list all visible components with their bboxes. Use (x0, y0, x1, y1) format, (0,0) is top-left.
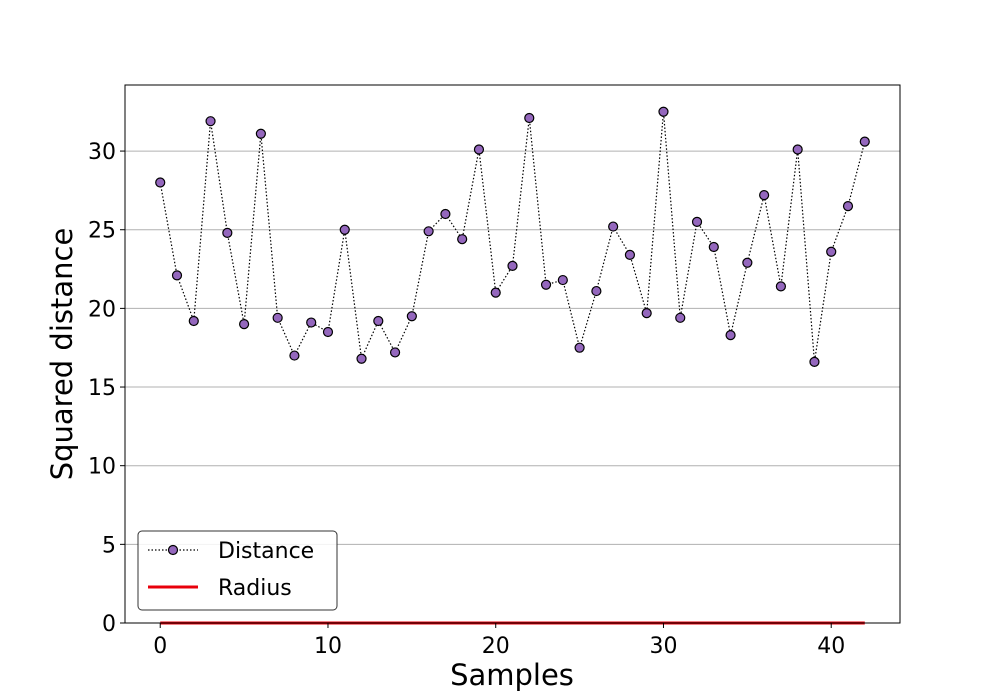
distance-point (255, 128, 266, 139)
distance-point (842, 201, 854, 212)
legend-entry-radius: Radius (148, 576, 292, 601)
distance-series-line (159, 111, 866, 362)
distance-point (624, 249, 636, 260)
y-axis-ticks: 0 5 10 15 20 25 30 (88, 140, 125, 637)
distance-point (339, 224, 350, 235)
distance-point (507, 260, 518, 272)
distance-point (272, 312, 283, 323)
y-tick-label: 20 (88, 297, 116, 322)
distance-point (658, 106, 669, 117)
plot-area-frame (124, 84, 901, 624)
distance-point (457, 234, 468, 245)
distance-point (389, 347, 401, 358)
y-tick-label: 0 (102, 612, 116, 637)
plot-series (155, 106, 870, 625)
distance-point (742, 257, 753, 268)
x-axis-title: Samples (450, 658, 574, 692)
y-tick-label: 5 (102, 533, 116, 558)
distance-point (608, 221, 619, 232)
y-tick-label: 25 (88, 219, 116, 244)
x-tick-label: 20 (482, 634, 510, 659)
distance-point (155, 177, 166, 188)
distance-point (356, 353, 367, 364)
x-tick-label: 40 (817, 634, 845, 659)
distance-point (373, 315, 384, 327)
distance-point (759, 190, 770, 201)
x-tick-label: 0 (153, 634, 167, 659)
distance-point (859, 136, 870, 147)
distance-point (473, 144, 485, 155)
distance-point (557, 274, 568, 286)
distance-point (322, 326, 334, 338)
distance-point (423, 226, 434, 237)
distance-point (540, 279, 552, 290)
x-tick-label: 30 (649, 634, 677, 659)
legend-distance-marker (167, 544, 179, 556)
distance-point (490, 287, 501, 298)
y-tick-label: 15 (88, 376, 116, 401)
legend-distance-label: Distance (218, 539, 314, 564)
distance-point (725, 330, 736, 341)
y-tick-label: 30 (88, 140, 116, 165)
distance-point (809, 356, 820, 367)
x-tick-label: 10 (314, 634, 342, 659)
distance-point (574, 342, 585, 353)
distance-point (591, 285, 602, 297)
distance-point (306, 317, 317, 328)
distance-point (675, 312, 686, 323)
distance-point (524, 112, 535, 124)
legend-radius-label: Radius (218, 576, 292, 601)
distance-point (440, 208, 451, 220)
y-tick-label: 10 (88, 455, 116, 480)
legend: Distance Radius (137, 530, 338, 611)
legend-box (137, 530, 338, 611)
y-axis-title: Squared distance (45, 228, 79, 481)
legend-entry-distance: Distance (148, 539, 314, 564)
distance-point (775, 281, 786, 292)
distance-point (188, 315, 199, 327)
distance-point (708, 241, 719, 253)
distance-point (171, 270, 183, 281)
distance-point (641, 307, 652, 319)
distance-point (792, 144, 803, 155)
distance-point (406, 311, 417, 322)
x-axis-ticks: 0 10 20 30 40 (153, 623, 845, 659)
distance-point (289, 350, 300, 361)
distance-point (691, 216, 703, 227)
distance-point (826, 246, 837, 257)
distance-point (239, 319, 250, 330)
distance-point (205, 116, 216, 127)
distance-point (222, 227, 233, 238)
